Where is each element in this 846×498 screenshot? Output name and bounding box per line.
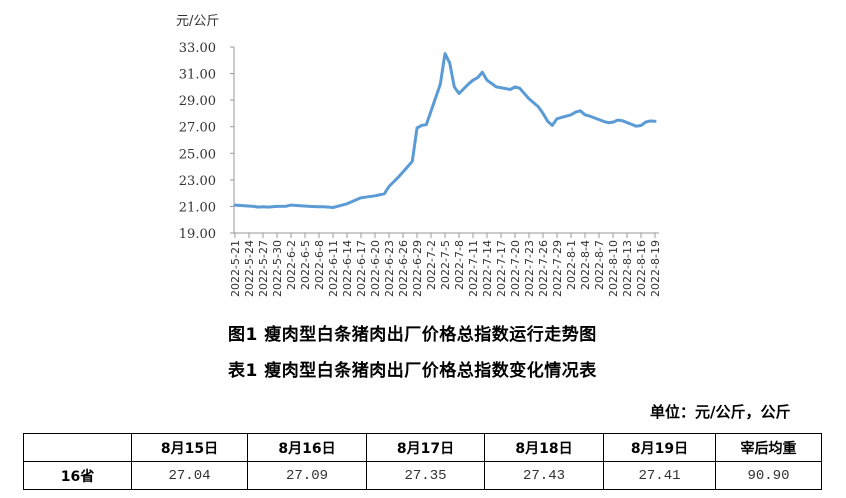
svg-text:2022-8-19: 2022-8-19 — [649, 240, 662, 297]
cell-aug18: 27.43 — [484, 461, 604, 490]
svg-text:2022-7-29: 2022-7-29 — [551, 240, 564, 297]
svg-text:2022-7-8: 2022-7-8 — [453, 240, 466, 290]
svg-text:2022-8-4: 2022-8-4 — [579, 240, 592, 290]
svg-text:19.00: 19.00 — [179, 227, 216, 242]
svg-text:2022-6-5: 2022-6-5 — [299, 240, 312, 290]
row-label-16-provinces: 16省 — [23, 461, 132, 490]
svg-text:2022-5-30: 2022-5-30 — [271, 240, 284, 297]
cell-aug16: 27.09 — [247, 461, 367, 490]
svg-text:2022-6-20: 2022-6-20 — [369, 240, 382, 297]
svg-text:2022-7-17: 2022-7-17 — [495, 240, 508, 297]
svg-text:2022-5-24: 2022-5-24 — [243, 240, 256, 297]
svg-text:2022-5-27: 2022-5-27 — [257, 240, 270, 297]
svg-text:2022-8-7: 2022-8-7 — [593, 240, 606, 290]
cell-aug15: 27.04 — [131, 461, 248, 490]
svg-text:2022-7-2: 2022-7-2 — [425, 240, 438, 290]
unit-label: 单位：元/公斤，公斤 — [650, 403, 791, 421]
svg-text:2022-7-20: 2022-7-20 — [509, 240, 522, 297]
svg-text:2022-6-17: 2022-6-17 — [355, 240, 368, 297]
header-cell-aug19: 8月19日 — [603, 433, 716, 462]
svg-text:2022-6-8: 2022-6-8 — [313, 240, 326, 290]
svg-text:2022-7-11: 2022-7-11 — [467, 240, 480, 297]
table-row: 16省 27.04 27.09 27.35 27.43 27.41 90.90 — [23, 461, 822, 490]
table-header-row: 8月15日 8月16日 8月17日 8月18日 8月19日 宰后均重 — [23, 433, 822, 462]
svg-text:2022-6-11: 2022-6-11 — [327, 240, 340, 297]
svg-text:2022-8-13: 2022-8-13 — [621, 240, 634, 297]
svg-text:2022-8-10: 2022-8-10 — [607, 240, 620, 297]
table-caption: 表1 瘦肉型白条猪肉出厂价格总指数变化情况表 — [228, 361, 597, 381]
header-cell-aug18: 8月18日 — [484, 433, 604, 462]
svg-text:2022-6-29: 2022-6-29 — [411, 240, 424, 297]
price-index-series-line — [233, 52, 657, 209]
svg-text:2022-6-23: 2022-6-23 — [383, 240, 396, 297]
header-cell-empty — [23, 433, 132, 462]
svg-text:2022-7-23: 2022-7-23 — [523, 240, 536, 297]
svg-text:2022-6-26: 2022-6-26 — [397, 240, 410, 297]
cell-aug19: 27.41 — [603, 461, 716, 490]
price-index-line-chart: 元/公斤 19.00 21.00 23.00 25.00 27.00 29.00 31.00… — [176, 14, 662, 297]
header-cell-avg-weight: 宰后均重 — [715, 433, 822, 462]
svg-text:25.00: 25.00 — [179, 147, 216, 162]
svg-text:2022-7-14: 2022-7-14 — [481, 240, 494, 297]
svg-text:23.00: 23.00 — [179, 174, 216, 189]
svg-text:21.00: 21.00 — [179, 200, 216, 215]
svg-text:2022-8-1: 2022-8-1 — [565, 240, 578, 290]
svg-text:2022-5-21: 2022-5-21 — [229, 240, 242, 297]
svg-text:29.00: 29.00 — [179, 94, 216, 109]
cell-avg-weight: 90.90 — [715, 461, 822, 490]
svg-text:2022-8-16: 2022-8-16 — [635, 240, 648, 297]
y-axis: 19.00 21.00 23.00 25.00 27.00 29.00 31.00 33.00 — [179, 41, 235, 242]
svg-text:2022-7-5: 2022-7-5 — [439, 240, 452, 290]
cell-aug17: 27.35 — [366, 461, 485, 490]
svg-text:33.00: 33.00 — [179, 41, 216, 56]
figure-caption: 图1 瘦肉型白条猪肉出厂价格总指数运行走势图 — [228, 325, 597, 345]
y-axis-unit-label: 元/公斤 — [176, 14, 219, 29]
svg-text:2022-6-14: 2022-6-14 — [341, 240, 354, 297]
svg-text:27.00: 27.00 — [179, 121, 216, 136]
x-axis: 2022-5-21 2022-5-24 2022-5-27 2022-5-30 2022… — [229, 232, 662, 297]
svg-text:2022-7-26: 2022-7-26 — [537, 240, 550, 297]
header-cell-aug15: 8月15日 — [131, 433, 248, 462]
header-cell-aug16: 8月16日 — [247, 433, 367, 462]
svg-text:31.00: 31.00 — [179, 68, 216, 83]
header-cell-aug17: 8月17日 — [366, 433, 485, 462]
svg-text:2022-6-2: 2022-6-2 — [285, 240, 298, 290]
price-table: 8月15日 8月16日 8月17日 8月18日 8月19日 宰后均重 16省 2… — [23, 433, 822, 490]
